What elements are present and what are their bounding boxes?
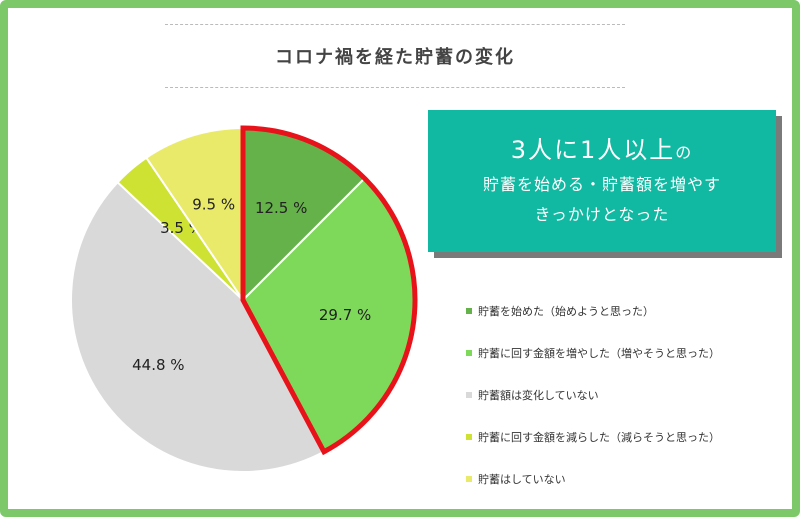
- legend-swatch: [466, 350, 472, 356]
- title-box: コロナ禍を経た貯蓄の変化: [165, 24, 625, 88]
- callout-line-1: 貯蓄を始める・貯蓄額を増やす: [482, 174, 721, 194]
- callout-box: 3人に1人以上の 貯蓄を始める・貯蓄額を増やす きっかけとなった: [428, 110, 776, 252]
- callout-headline-main: 3人に1人以上: [510, 135, 676, 164]
- legend-label: 貯蓄を始めた（始めようと思った）: [478, 305, 654, 318]
- legend-swatch: [466, 476, 472, 482]
- legend-label: 貯蓄額は変化していない: [478, 389, 599, 402]
- chart-title: コロナ禍を経た貯蓄の変化: [275, 47, 515, 68]
- chart-legend: 貯蓄を始めた（始めようと思った） 貯蓄に回す金額を増やした（増やそうと思った） 貯蓄…: [466, 290, 786, 500]
- legend-swatch: [466, 308, 472, 314]
- legend-label: 貯蓄に回す金額を減らした（減らそうと思った）: [478, 431, 720, 444]
- highlight-outline: [240, 125, 418, 456]
- legend-swatch: [466, 392, 472, 398]
- pie-data-label: 12.5 %: [255, 199, 307, 217]
- legend-label: 貯蓄はしていない: [478, 473, 566, 486]
- pie-data-label: 29.7 %: [319, 306, 371, 324]
- pie-slice: [144, 126, 244, 304]
- callout-line-2: きっかけとなった: [534, 204, 670, 224]
- pie-data-label: 44.8 %: [132, 356, 184, 374]
- pie-data-label: 9.5 %: [192, 196, 235, 214]
- legend-label: 貯蓄に回す金額を増やした（増やそうと思った）: [478, 347, 720, 360]
- pie-slice: [70, 180, 326, 473]
- legend-item: 貯蓄額は変化していない: [466, 374, 786, 416]
- callout-headline-suffix: の: [675, 142, 694, 162]
- legend-item: 貯蓄に回す金額を増やした（増やそうと思った）: [466, 332, 786, 374]
- legend-swatch: [466, 434, 472, 440]
- legend-item: 貯蓄はしていない: [466, 458, 786, 500]
- legend-item: 貯蓄に回す金額を減らした（減らそうと思った）: [466, 416, 786, 458]
- legend-item: 貯蓄を始めた（始めようと思った）: [466, 290, 786, 332]
- callout-headline: 3人に1人以上の: [511, 133, 694, 170]
